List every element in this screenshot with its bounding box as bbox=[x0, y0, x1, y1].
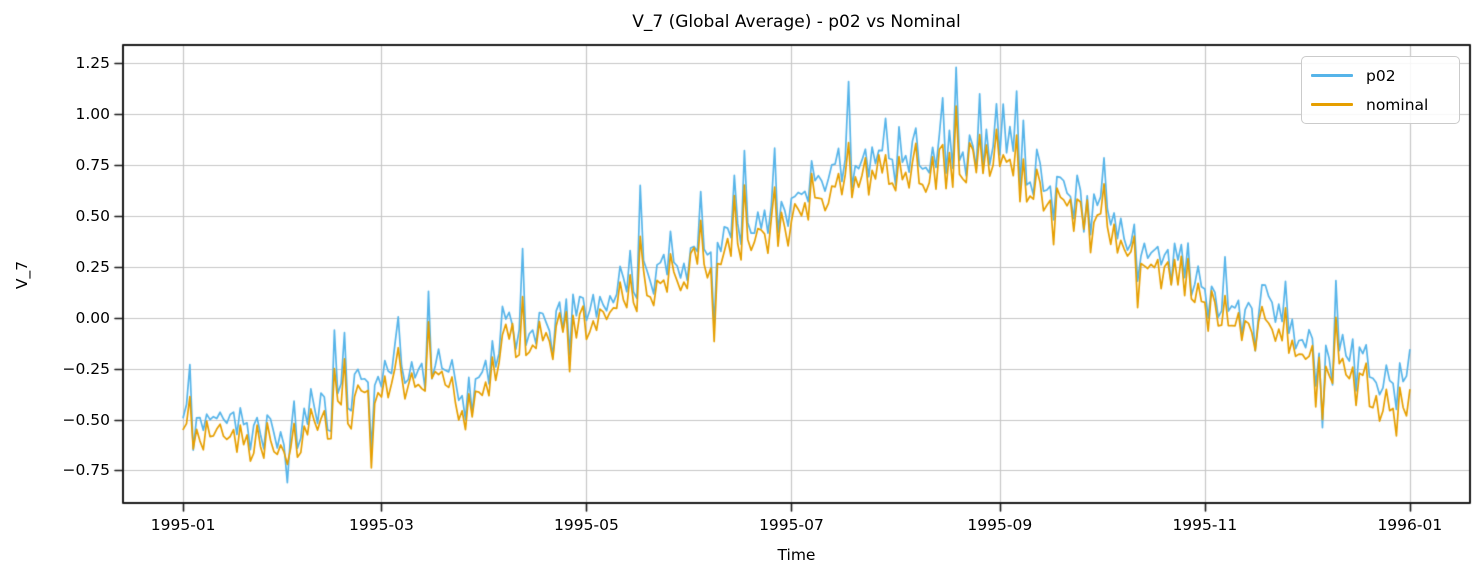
legend-swatch-nominal bbox=[1311, 103, 1353, 106]
y-tick-label: 0.00 bbox=[75, 308, 110, 327]
chart-title: V_7 (Global Average) - p02 vs Nominal bbox=[632, 12, 961, 32]
legend-swatch-p02 bbox=[1311, 74, 1353, 77]
y-tick-label: 0.50 bbox=[75, 206, 110, 225]
x-axis-label: Time bbox=[777, 546, 816, 564]
x-tick-label: 1995-05 bbox=[554, 516, 619, 534]
x-tick-label: 1995-09 bbox=[967, 516, 1033, 534]
y-tick-label: 1.00 bbox=[75, 105, 110, 124]
x-tick-label: 1995-11 bbox=[1172, 516, 1238, 534]
x-tick-label: 1995-01 bbox=[150, 516, 216, 534]
legend-label-p02: p02 bbox=[1366, 66, 1396, 85]
x-tick-label: 1995-03 bbox=[349, 516, 414, 534]
y-tick-label: 1.25 bbox=[75, 54, 110, 73]
legend-label-nominal: nominal bbox=[1366, 95, 1429, 114]
legend-item-nominal: nominal bbox=[1311, 96, 1449, 114]
legend-item-p02: p02 bbox=[1311, 67, 1449, 85]
y-tick-label: 0.25 bbox=[75, 257, 110, 276]
y-tick-label: −0.75 bbox=[62, 461, 111, 480]
y-tick-label: 0.75 bbox=[75, 156, 110, 175]
x-tick-label: 1996-01 bbox=[1377, 516, 1443, 534]
y-tick-label: −0.50 bbox=[62, 410, 111, 429]
x-tick-label: 1995-07 bbox=[759, 516, 824, 534]
legend: p02 nominal bbox=[1301, 56, 1460, 124]
y-tick-label: −0.25 bbox=[62, 359, 111, 378]
